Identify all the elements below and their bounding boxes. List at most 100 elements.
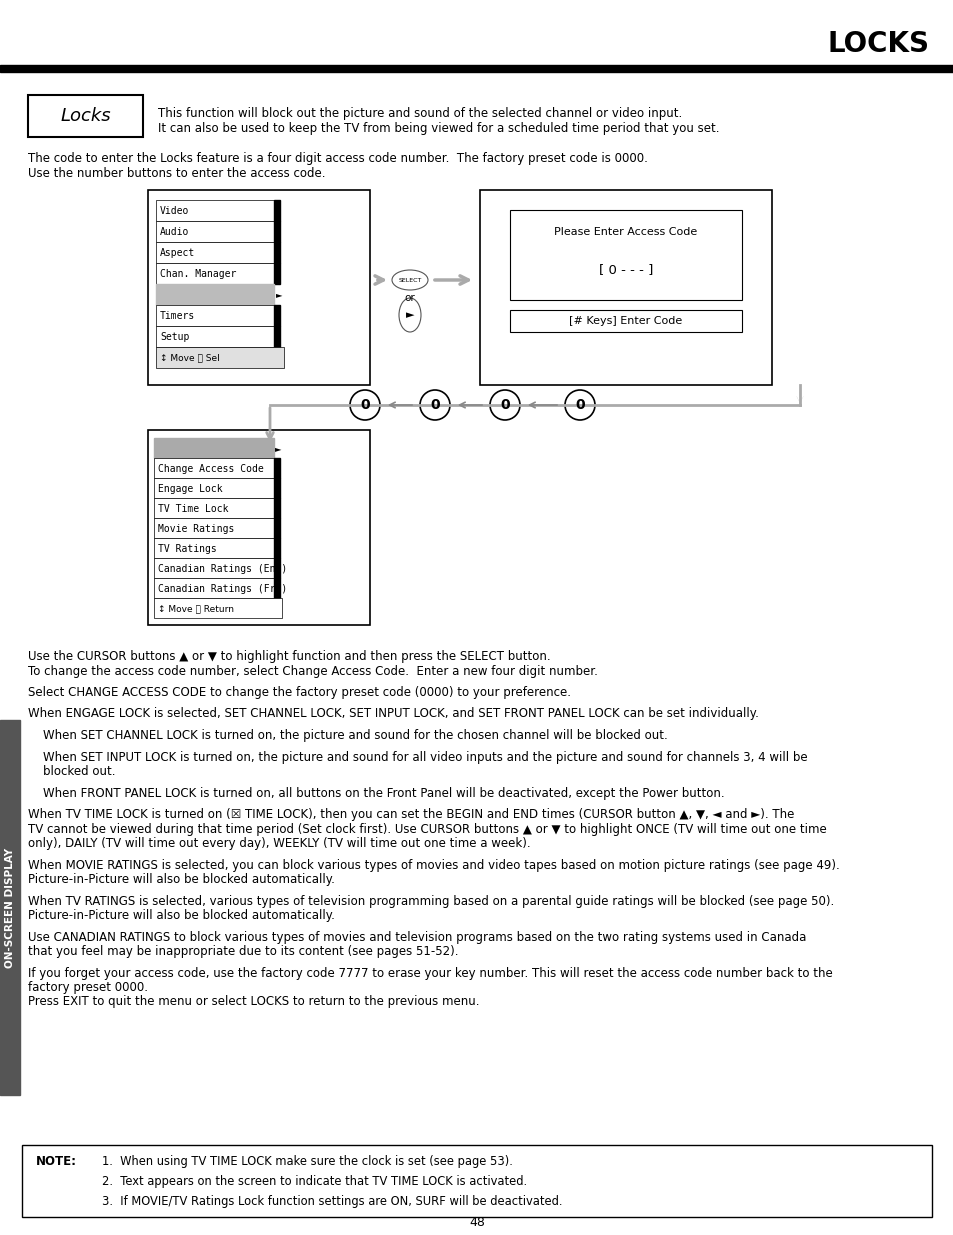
Bar	[274, 558, 280, 578]
Bar	[148, 190, 370, 385]
Text: Engage Lock: Engage Lock	[158, 483, 222, 494]
Text: Setup: Setup	[160, 332, 190, 342]
Bar	[274, 498, 280, 517]
Text: When MOVIE RATINGS is selected, you can block various types of movies and video : When MOVIE RATINGS is selected, you can …	[28, 858, 839, 872]
Text: ↕ Move Ⓢ Sel: ↕ Move Ⓢ Sel	[160, 353, 219, 363]
Ellipse shape	[392, 270, 428, 290]
Text: ►: ►	[405, 310, 414, 320]
Bar	[28, 95, 143, 137]
Bar	[274, 221, 280, 242]
Text: When TV TIME LOCK is turned on (☒ TIME LOCK), then you can set the BEGIN and END: When TV TIME LOCK is turned on (☒ TIME L…	[28, 808, 794, 821]
Text: 48: 48	[469, 1215, 484, 1229]
Bar	[153, 438, 274, 458]
Text: To change the access code number, select Change Access Code.  Enter a new four d: To change the access code number, select…	[28, 664, 598, 678]
Text: 3.  If MOVIE/TV Ratings Lock function settings are ON, SURF will be deactivated.: 3. If MOVIE/TV Ratings Lock function set…	[102, 1195, 562, 1208]
Text: If you forget your access code, use the factory code 7777 to erase your key numb: If you forget your access code, use the …	[28, 967, 832, 979]
Text: It can also be used to keep the TV from being viewed for a scheduled time period: It can also be used to keep the TV from …	[158, 122, 719, 135]
Text: 0: 0	[360, 398, 370, 412]
Ellipse shape	[398, 298, 420, 332]
Text: 2.  Text appears on the screen to indicate that TV TIME LOCK is activated.: 2. Text appears on the screen to indicat…	[102, 1174, 527, 1188]
Bar	[274, 458, 280, 478]
Text: 0: 0	[499, 398, 509, 412]
Bar	[153, 498, 274, 517]
Text: Change Access Code: Change Access Code	[158, 463, 263, 473]
Text: Aspect: Aspect	[160, 248, 195, 258]
Text: blocked out.: blocked out.	[28, 764, 115, 778]
Text: Picture-in-Picture will also be blocked automatically.: Picture-in-Picture will also be blocked …	[28, 873, 335, 885]
Text: Movie Ratings: Movie Ratings	[158, 524, 234, 534]
Circle shape	[490, 390, 519, 420]
Bar	[153, 558, 274, 578]
Bar	[153, 578, 274, 598]
Text: TV Time Lock: TV Time Lock	[158, 504, 229, 514]
Bar	[156, 326, 274, 347]
Text: Picture-in-Picture will also be blocked automatically.: Picture-in-Picture will also be blocked …	[28, 909, 335, 923]
Bar	[156, 221, 274, 242]
Text: [# Keys] Enter Code: [# Keys] Enter Code	[569, 316, 682, 326]
Text: Press EXIT to quit the menu or select LOCKS to return to the previous menu.: Press EXIT to quit the menu or select LO…	[28, 995, 479, 1009]
Text: ►: ►	[274, 445, 281, 453]
Text: ON-SCREEN DISPLAY: ON-SCREEN DISPLAY	[5, 847, 15, 967]
Bar	[479, 190, 771, 385]
Text: ►: ►	[275, 290, 282, 300]
Bar	[153, 538, 274, 558]
Bar	[156, 242, 274, 263]
Circle shape	[419, 390, 450, 420]
Text: Please Enter Access Code: Please Enter Access Code	[554, 227, 697, 237]
Bar	[274, 517, 280, 538]
Text: that you feel may be inappropriate due to its content (see pages 51-52).: that you feel may be inappropriate due t…	[28, 945, 458, 958]
Bar	[156, 263, 274, 284]
Bar	[274, 200, 280, 221]
Text: 0: 0	[575, 398, 584, 412]
Text: When FRONT PANEL LOCK is turned on, all buttons on the Front Panel will be deact: When FRONT PANEL LOCK is turned on, all …	[28, 787, 724, 799]
Text: Canadian Ratings (Eng): Canadian Ratings (Eng)	[158, 563, 287, 573]
Bar	[0, 720, 20, 1095]
Text: or: or	[404, 293, 415, 303]
Text: Audio: Audio	[160, 227, 190, 237]
Text: Locks: Locks	[60, 107, 111, 125]
Text: ↕ Move Ⓢ Return: ↕ Move Ⓢ Return	[158, 604, 233, 613]
Circle shape	[350, 390, 379, 420]
Bar	[510, 310, 741, 332]
Bar	[274, 326, 280, 347]
Text: 1.  When using TV TIME LOCK make sure the clock is set (see page 53).: 1. When using TV TIME LOCK make sure the…	[102, 1155, 513, 1168]
Bar	[0, 65, 953, 72]
Bar	[274, 578, 280, 598]
Bar	[153, 517, 274, 538]
Text: When SET INPUT LOCK is turned on, the picture and sound for all video inputs and: When SET INPUT LOCK is turned on, the pi…	[28, 751, 807, 763]
Text: Use the number buttons to enter the access code.: Use the number buttons to enter the acce…	[28, 167, 325, 180]
Text: Use the CURSOR buttons ▲ or ▼ to highlight function and then press the SELECT bu: Use the CURSOR buttons ▲ or ▼ to highlig…	[28, 650, 550, 663]
Text: SELECT: SELECT	[398, 278, 421, 283]
Text: When TV RATINGS is selected, various types of television programming based on a : When TV RATINGS is selected, various typ…	[28, 894, 833, 908]
Text: LOCKS: LOCKS	[827, 30, 929, 58]
Bar	[274, 242, 280, 263]
Text: [ 0 - - - ]: [ 0 - - - ]	[598, 263, 653, 277]
Bar	[156, 284, 274, 305]
Text: NOTE:: NOTE:	[36, 1155, 77, 1168]
Bar	[274, 263, 280, 284]
Bar	[156, 200, 274, 221]
Bar	[148, 430, 370, 625]
Text: Video: Video	[160, 206, 190, 216]
Bar	[153, 458, 274, 478]
Text: Timers: Timers	[160, 311, 195, 321]
Text: factory preset 0000.: factory preset 0000.	[28, 981, 148, 994]
Bar	[274, 305, 280, 326]
Bar	[274, 538, 280, 558]
Bar	[153, 598, 282, 618]
Text: TV cannot be viewed during that time period (Set clock first). Use CURSOR button: TV cannot be viewed during that time per…	[28, 823, 826, 836]
Text: When ENGAGE LOCK is selected, SET CHANNEL LOCK, SET INPUT LOCK, and SET FRONT PA: When ENGAGE LOCK is selected, SET CHANNE…	[28, 708, 758, 720]
Text: 0: 0	[430, 398, 439, 412]
Text: The code to enter the Locks feature is a four digit access code number.  The fac: The code to enter the Locks feature is a…	[28, 152, 647, 165]
Bar	[274, 478, 280, 498]
Bar	[156, 305, 274, 326]
Bar	[22, 1145, 931, 1216]
Circle shape	[564, 390, 595, 420]
Text: TV Ratings: TV Ratings	[158, 543, 216, 553]
Text: Canadian Ratings (Frn): Canadian Ratings (Frn)	[158, 583, 287, 594]
Text: When SET CHANNEL LOCK is turned on, the picture and sound for the chosen channel: When SET CHANNEL LOCK is turned on, the …	[28, 729, 667, 742]
Text: Select CHANGE ACCESS CODE to change the factory preset code (0000) to your prefe: Select CHANGE ACCESS CODE to change the …	[28, 685, 571, 699]
Text: only), DAILY (TV will time out every day), WEEKLY (TV will time out one time a w: only), DAILY (TV will time out every day…	[28, 837, 530, 850]
Bar	[510, 210, 741, 300]
Bar	[153, 478, 274, 498]
